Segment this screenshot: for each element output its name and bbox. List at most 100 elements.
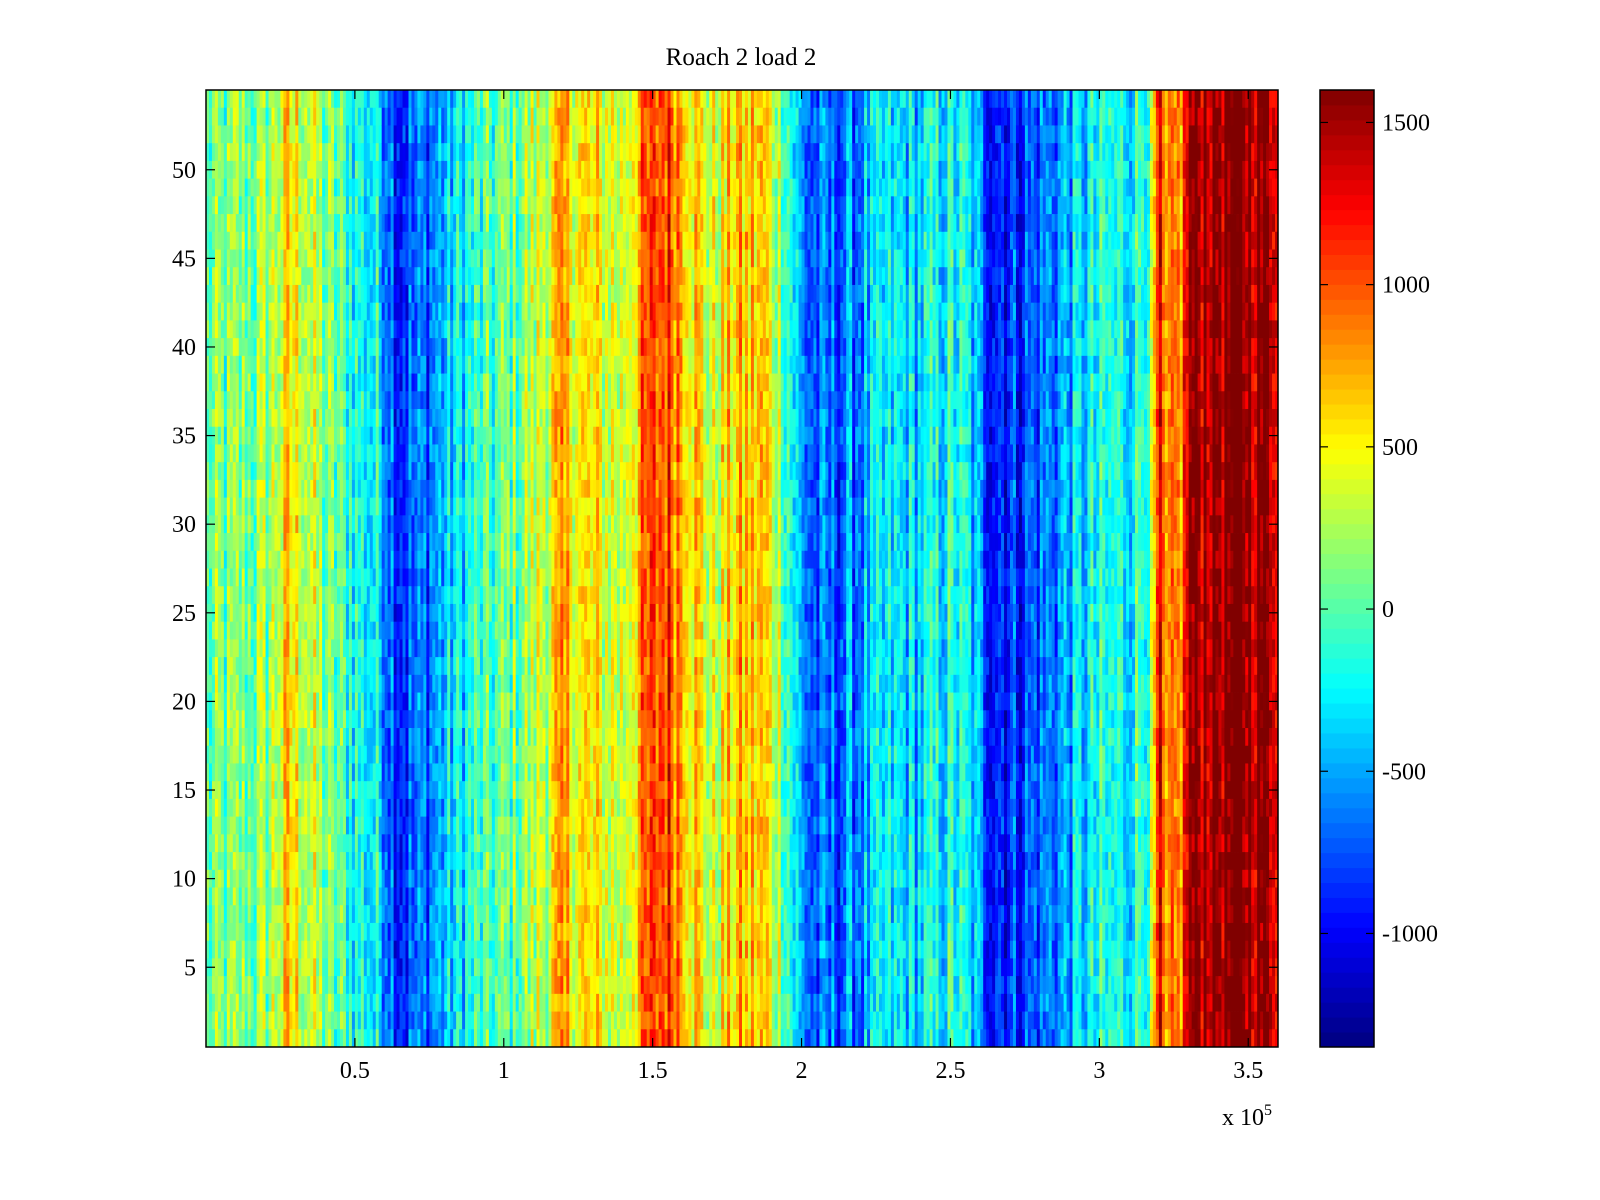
heatmap-cell bbox=[462, 798, 466, 818]
heatmap-cell bbox=[476, 887, 481, 906]
heatmap-cell bbox=[447, 603, 451, 623]
heatmap-cell bbox=[450, 143, 454, 162]
heatmap-cell bbox=[319, 657, 323, 676]
heatmap-cell bbox=[450, 444, 454, 463]
heatmap-cell bbox=[372, 603, 377, 623]
heatmap-cell bbox=[206, 816, 210, 835]
heatmap-cell bbox=[235, 887, 240, 906]
heatmap-cell bbox=[399, 940, 403, 959]
heatmap-cell bbox=[301, 834, 305, 853]
heatmap-cell bbox=[232, 710, 237, 729]
heatmap-cell bbox=[479, 231, 484, 250]
heatmap-cell bbox=[244, 550, 249, 569]
heatmap-cell bbox=[375, 214, 380, 233]
heatmap-cell bbox=[241, 355, 246, 374]
heatmap-cell bbox=[217, 940, 222, 959]
heatmap-cell bbox=[429, 249, 433, 268]
heatmap-cell bbox=[319, 107, 323, 126]
heatmap-cell bbox=[280, 196, 284, 215]
heatmap-cell bbox=[265, 1011, 269, 1030]
heatmap-cell bbox=[214, 302, 219, 321]
heatmap-cell bbox=[360, 816, 365, 835]
heatmap-cell bbox=[429, 710, 433, 729]
heatmap-cell bbox=[298, 426, 302, 445]
heatmap-cell bbox=[208, 887, 213, 906]
heatmap-cell bbox=[465, 249, 469, 268]
heatmap-cell bbox=[348, 533, 353, 552]
heatmap-cell bbox=[414, 993, 418, 1012]
heatmap-cell bbox=[310, 409, 314, 428]
heatmap-cell bbox=[372, 143, 377, 162]
heatmap-cell bbox=[244, 852, 249, 871]
heatmap-cell bbox=[447, 798, 451, 818]
heatmap-cell bbox=[238, 834, 243, 853]
heatmap-cell bbox=[459, 479, 463, 499]
heatmap-cell bbox=[235, 586, 240, 605]
heatmap-cell bbox=[476, 781, 481, 800]
heatmap-cell bbox=[283, 231, 287, 250]
heatmap-cell bbox=[369, 798, 374, 818]
heatmap-cell bbox=[241, 976, 246, 995]
heatmap-cell bbox=[307, 816, 311, 835]
heatmap-cell bbox=[360, 710, 365, 729]
heatmap-cell bbox=[223, 267, 228, 286]
heatmap-cell bbox=[310, 178, 314, 197]
heatmap-cell bbox=[271, 444, 275, 463]
heatmap-cell bbox=[423, 1011, 427, 1030]
heatmap-cell bbox=[271, 533, 275, 552]
heatmap-cell bbox=[319, 550, 323, 569]
heatmap-cell bbox=[354, 568, 359, 587]
heatmap-cell bbox=[387, 479, 392, 499]
heatmap-cell bbox=[375, 267, 380, 286]
heatmap-cell bbox=[331, 568, 335, 587]
heatmap-cell bbox=[399, 178, 403, 197]
heatmap-cell bbox=[289, 639, 293, 658]
heatmap-cell bbox=[307, 586, 311, 605]
heatmap-cell bbox=[435, 107, 439, 126]
heatmap-cell bbox=[363, 976, 368, 995]
heatmap-cell bbox=[244, 284, 249, 304]
heatmap-cell bbox=[301, 178, 305, 197]
heatmap-cell bbox=[408, 125, 412, 144]
heatmap-cell bbox=[292, 922, 296, 942]
heatmap-cell bbox=[348, 196, 353, 215]
heatmap-cell bbox=[345, 657, 350, 676]
heatmap-cell bbox=[274, 515, 278, 534]
heatmap-cell bbox=[360, 922, 365, 942]
heatmap-cell bbox=[307, 249, 311, 268]
heatmap-cell bbox=[268, 710, 272, 729]
heatmap-cell bbox=[438, 107, 442, 126]
heatmap-cell bbox=[342, 639, 347, 658]
heatmap-cell bbox=[399, 320, 403, 339]
heatmap-cell bbox=[363, 834, 368, 853]
heatmap-cell bbox=[360, 479, 365, 499]
heatmap-cell bbox=[286, 692, 290, 711]
heatmap-cell bbox=[238, 90, 243, 109]
heatmap-cell bbox=[253, 267, 258, 286]
heatmap-cell bbox=[331, 692, 335, 711]
heatmap-cell bbox=[476, 639, 481, 658]
heatmap-cell bbox=[360, 284, 365, 304]
heatmap-cell bbox=[375, 993, 380, 1012]
heatmap-cell bbox=[274, 781, 278, 800]
heatmap-cell bbox=[238, 426, 243, 445]
heatmap-cell bbox=[280, 409, 284, 428]
heatmap-cell bbox=[286, 479, 290, 499]
heatmap-cell bbox=[384, 621, 389, 640]
heatmap-cell bbox=[286, 90, 290, 109]
heatmap-cell bbox=[319, 515, 323, 534]
heatmap-cell bbox=[235, 178, 240, 197]
heatmap-cell bbox=[438, 462, 442, 481]
heatmap-cell bbox=[366, 214, 371, 233]
heatmap-cell bbox=[310, 958, 314, 977]
heatmap-cell bbox=[325, 887, 329, 906]
heatmap-cell bbox=[277, 515, 281, 534]
heatmap-cell bbox=[292, 550, 296, 569]
heatmap-cell bbox=[402, 373, 406, 392]
heatmap-cell bbox=[259, 621, 263, 640]
heatmap-cell bbox=[277, 852, 281, 871]
heatmap-cell bbox=[229, 409, 234, 428]
heatmap-cell bbox=[206, 621, 210, 640]
heatmap-cell bbox=[322, 639, 326, 658]
heatmap-cell bbox=[474, 1011, 478, 1030]
